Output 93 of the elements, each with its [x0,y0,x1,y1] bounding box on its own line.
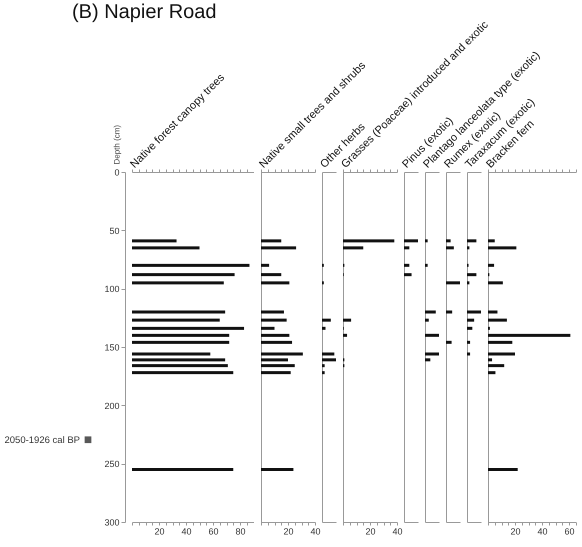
bar [425,310,436,314]
bar [425,264,428,267]
bar [261,246,296,250]
bar [132,340,230,344]
bar [261,326,274,330]
bar [261,264,270,267]
bar [322,364,325,368]
y-tick-label: 100 [104,284,120,294]
bar [322,326,326,330]
bar [446,239,451,242]
x-tick-label: 20 [365,526,376,536]
bar [132,318,220,322]
bar [261,334,290,337]
x-tick-label: 40 [537,526,548,536]
bar [343,334,348,337]
bar [132,352,210,356]
bar [132,273,235,276]
bar [261,281,290,284]
bar [467,352,470,356]
bar [488,281,503,284]
x-tick-label: 40 [181,526,192,536]
bar [488,334,570,337]
bar [467,326,472,330]
bar [488,264,494,267]
y-tick-label: 200 [104,400,120,411]
bar [132,281,224,284]
bar [446,310,452,314]
bar [343,318,352,322]
y-tick-label: 250 [104,459,120,470]
bar [261,352,303,356]
x-tick-label: 80 [235,526,246,536]
bar [261,364,295,368]
bar [446,246,454,250]
bar [425,334,439,337]
x-tick-label: 20 [283,526,294,536]
bar [488,358,492,362]
bar [488,239,495,242]
bar [261,468,294,471]
bar [467,273,476,276]
bar [132,310,226,314]
text: 2050-1926 cal BP [4,434,80,446]
bar [322,358,336,362]
bar [132,358,226,362]
bar [132,468,234,471]
x-tick-label: 20 [154,526,165,536]
bar [261,358,288,362]
bar [322,318,331,322]
bar [261,371,291,374]
y-tick-label: 50 [109,226,120,236]
bar [488,364,504,368]
bar [132,371,234,374]
bar [261,310,284,314]
bar [132,239,177,242]
bar [467,340,470,344]
bar [488,246,516,250]
bar [322,352,334,356]
bar [488,371,496,374]
bar [425,358,430,362]
bar [132,334,230,337]
bar [261,239,282,242]
bar [132,246,200,250]
bar [488,340,512,344]
bar [132,264,250,267]
bar [343,246,364,250]
bar [446,281,460,284]
bar [425,352,439,356]
bar [343,239,394,242]
x-tick-label: 20 [510,526,521,536]
x-tick-label: 60 [208,526,219,536]
bar [132,364,228,368]
bar [488,352,515,356]
y-axis-title: Depth (cm) [112,124,122,164]
y-tick-label: 0 [114,168,120,178]
bar [261,273,282,276]
y-tick-label: 150 [104,342,120,352]
bar [261,318,287,322]
x-tick-label: 40 [392,526,403,536]
bar [467,310,481,314]
y-tick-label: 300 [104,518,120,528]
x-tick-label: 60 [564,526,575,536]
x-tick-label: 40 [310,526,321,536]
bar [488,318,507,322]
bar [467,318,474,322]
bar [488,310,498,314]
bar [446,340,452,344]
chart-title: (B) Napier Road [72,1,217,23]
bar [425,239,428,242]
bar [467,239,476,242]
bar [132,326,244,330]
bar [425,318,429,322]
bar [322,371,325,374]
bar [261,340,292,344]
bar [488,468,518,471]
